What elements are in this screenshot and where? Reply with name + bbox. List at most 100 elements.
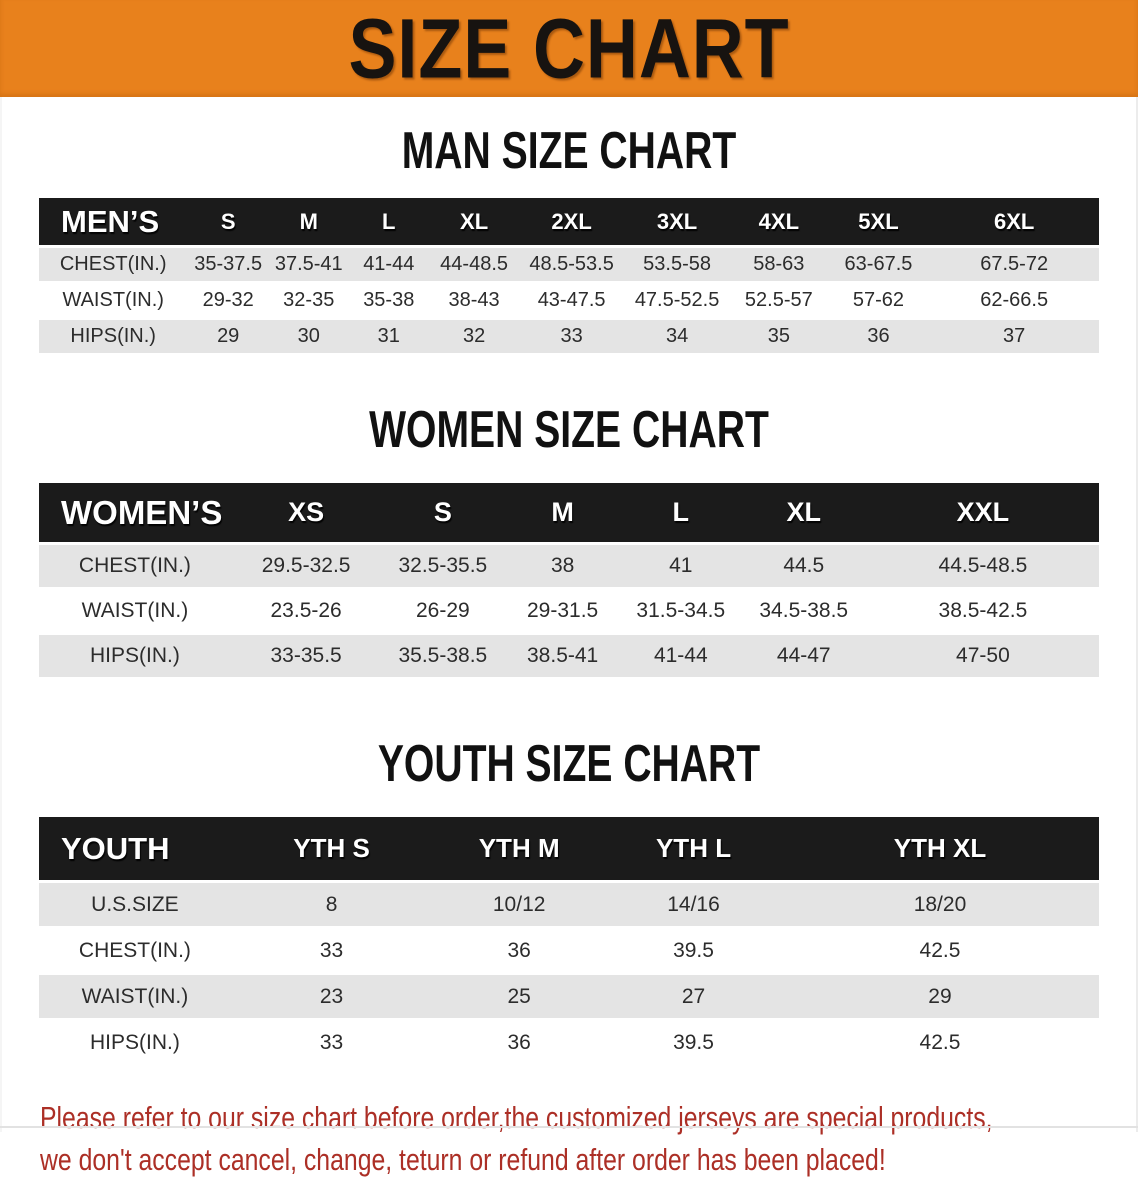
man-section-heading: MAN SIZE CHART xyxy=(401,120,737,180)
size-value: 30 xyxy=(269,320,349,353)
size-value: 63-67.5 xyxy=(827,248,930,281)
size-column-header: YTH S xyxy=(230,817,433,880)
measure-label: WAIST(IN.) xyxy=(39,975,231,1018)
table-group-label: MEN’S xyxy=(39,198,188,245)
size-value: 44.5 xyxy=(740,545,867,587)
men-size-table: MEN’S S M L XL 2XL 3XL 4XL 5XL 6XL CHEST(IN.) 35-3… xyxy=(39,195,1099,356)
size-value: 34.5-38.5 xyxy=(740,590,867,632)
men-header-row: MEN’S S M L XL 2XL 3XL 4XL 5XL 6XL xyxy=(39,198,1099,245)
size-value: 41 xyxy=(620,545,741,587)
measure-label: HIPS(IN.) xyxy=(39,635,231,677)
size-value: 8 xyxy=(230,883,433,926)
size-row: CHEST(IN.) 29.5-32.5 32.5-35.5 38 41 44.5 44.5… xyxy=(39,545,1099,587)
size-value: 44.5-48.5 xyxy=(866,545,1099,587)
man-size-section: MAN SIZE CHART MEN’S S M L XL 2XL 3XL 4XL 5XL 6XL… xyxy=(0,120,1138,356)
size-row: CHEST(IN.) 35-37.5 37.5-41 41-44 44-48.5 48.5… xyxy=(39,248,1099,281)
size-column-header: XXL xyxy=(866,483,1099,542)
size-value: 33-35.5 xyxy=(230,635,382,677)
size-value: 32.5-35.5 xyxy=(381,545,505,587)
size-value: 47-50 xyxy=(866,635,1099,677)
size-value: 38.5-41 xyxy=(504,635,621,677)
size-column-header: M xyxy=(269,198,349,245)
size-column-header: S xyxy=(187,198,269,245)
size-column-header: M xyxy=(504,483,621,542)
size-value: 29.5-32.5 xyxy=(230,545,382,587)
size-column-header: XS xyxy=(230,483,382,542)
size-column-header: L xyxy=(620,483,741,542)
size-value: 32-35 xyxy=(269,284,349,317)
size-value: 62-66.5 xyxy=(929,284,1099,317)
size-value: 39.5 xyxy=(606,1021,781,1064)
size-value: 44-48.5 xyxy=(429,248,520,281)
size-value: 29-32 xyxy=(187,284,269,317)
measure-label: WAIST(IN.) xyxy=(39,590,231,632)
size-value: 31.5-34.5 xyxy=(620,590,741,632)
size-value: 47.5-52.5 xyxy=(624,284,731,317)
size-value: 52.5-57 xyxy=(730,284,828,317)
size-column-header: XL xyxy=(740,483,867,542)
size-value: 18/20 xyxy=(780,883,1099,926)
size-column-header: 6XL xyxy=(929,198,1099,245)
size-column-header: S xyxy=(381,483,505,542)
size-column-header: XL xyxy=(429,198,520,245)
size-value: 10/12 xyxy=(432,883,607,926)
size-value: 26-29 xyxy=(381,590,505,632)
measure-label: WAIST(IN.) xyxy=(39,284,188,317)
women-size-table: WOMEN’S XS S M L XL XXL CHEST(IN.) 29.5-32.5 32.… xyxy=(39,480,1099,680)
size-value: 36 xyxy=(432,1021,607,1064)
size-column-header: YTH XL xyxy=(780,817,1099,880)
size-row: HIPS(IN.) 33 36 39.5 42.5 xyxy=(39,1021,1099,1064)
size-column-header: 5XL xyxy=(827,198,930,245)
size-chart-banner: SIZE CHART xyxy=(0,0,1138,97)
size-value: 43-47.5 xyxy=(519,284,625,317)
size-value: 41-44 xyxy=(620,635,741,677)
size-value: 33 xyxy=(230,929,433,972)
size-value: 34 xyxy=(624,320,731,353)
size-value: 42.5 xyxy=(780,1021,1099,1064)
size-value: 38-43 xyxy=(429,284,520,317)
size-value: 53.5-58 xyxy=(624,248,731,281)
women-header-row: WOMEN’S XS S M L XL XXL xyxy=(39,483,1099,542)
size-value: 33 xyxy=(230,1021,433,1064)
banner-title: SIZE CHART xyxy=(348,0,790,96)
size-value: 35.5-38.5 xyxy=(381,635,505,677)
measure-label: HIPS(IN.) xyxy=(39,320,188,353)
size-row: HIPS(IN.) 29 30 31 32 33 34 35 36 37 xyxy=(39,320,1099,353)
size-value: 35-38 xyxy=(348,284,430,317)
measure-label: CHEST(IN.) xyxy=(39,248,188,281)
size-value: 23 xyxy=(230,975,433,1018)
size-value: 38.5-42.5 xyxy=(866,590,1099,632)
size-value: 57-62 xyxy=(827,284,930,317)
size-column-header: L xyxy=(348,198,430,245)
youth-size-section: YOUTH SIZE CHART YOUTH YTH S YTH M YTH L YTH… xyxy=(0,733,1138,1067)
bottom-edge-rule xyxy=(0,1126,1138,1128)
table-group-label: WOMEN’S xyxy=(39,483,231,542)
measure-label: CHEST(IN.) xyxy=(39,545,231,587)
size-row: WAIST(IN.) 29-32 32-35 35-38 38-43 43-47.5 47.… xyxy=(39,284,1099,317)
size-value: 31 xyxy=(348,320,430,353)
size-value: 41-44 xyxy=(348,248,430,281)
size-value: 42.5 xyxy=(780,929,1099,972)
size-row: WAIST(IN.) 23.5-26 26-29 29-31.5 31.5-34.5 34… xyxy=(39,590,1099,632)
size-value: 37.5-41 xyxy=(269,248,349,281)
measure-label: CHEST(IN.) xyxy=(39,929,231,972)
youth-section-heading: YOUTH SIZE CHART xyxy=(377,733,761,793)
size-column-header: 3XL xyxy=(624,198,731,245)
size-value: 37 xyxy=(929,320,1099,353)
disclaimer-note: Please refer to our size chart before or… xyxy=(40,1097,1138,1181)
size-value: 27 xyxy=(606,975,781,1018)
size-row: WAIST(IN.) 23 25 27 29 xyxy=(39,975,1099,1018)
size-row: HIPS(IN.) 33-35.5 35.5-38.5 38.5-41 41-44 44-… xyxy=(39,635,1099,677)
youth-header-row: YOUTH YTH S YTH M YTH L YTH XL xyxy=(39,817,1099,880)
women-size-section: WOMEN SIZE CHART WOMEN’S XS S M L XL XXL CHEST… xyxy=(0,400,1138,680)
measure-label: HIPS(IN.) xyxy=(39,1021,231,1064)
size-value: 29 xyxy=(780,975,1099,1018)
size-value: 35 xyxy=(730,320,828,353)
measure-label: U.S.SIZE xyxy=(39,883,231,926)
size-value: 38 xyxy=(504,545,621,587)
size-value: 32 xyxy=(429,320,520,353)
size-column-header: YTH L xyxy=(606,817,781,880)
size-value: 44-47 xyxy=(740,635,867,677)
size-value: 58-63 xyxy=(730,248,828,281)
